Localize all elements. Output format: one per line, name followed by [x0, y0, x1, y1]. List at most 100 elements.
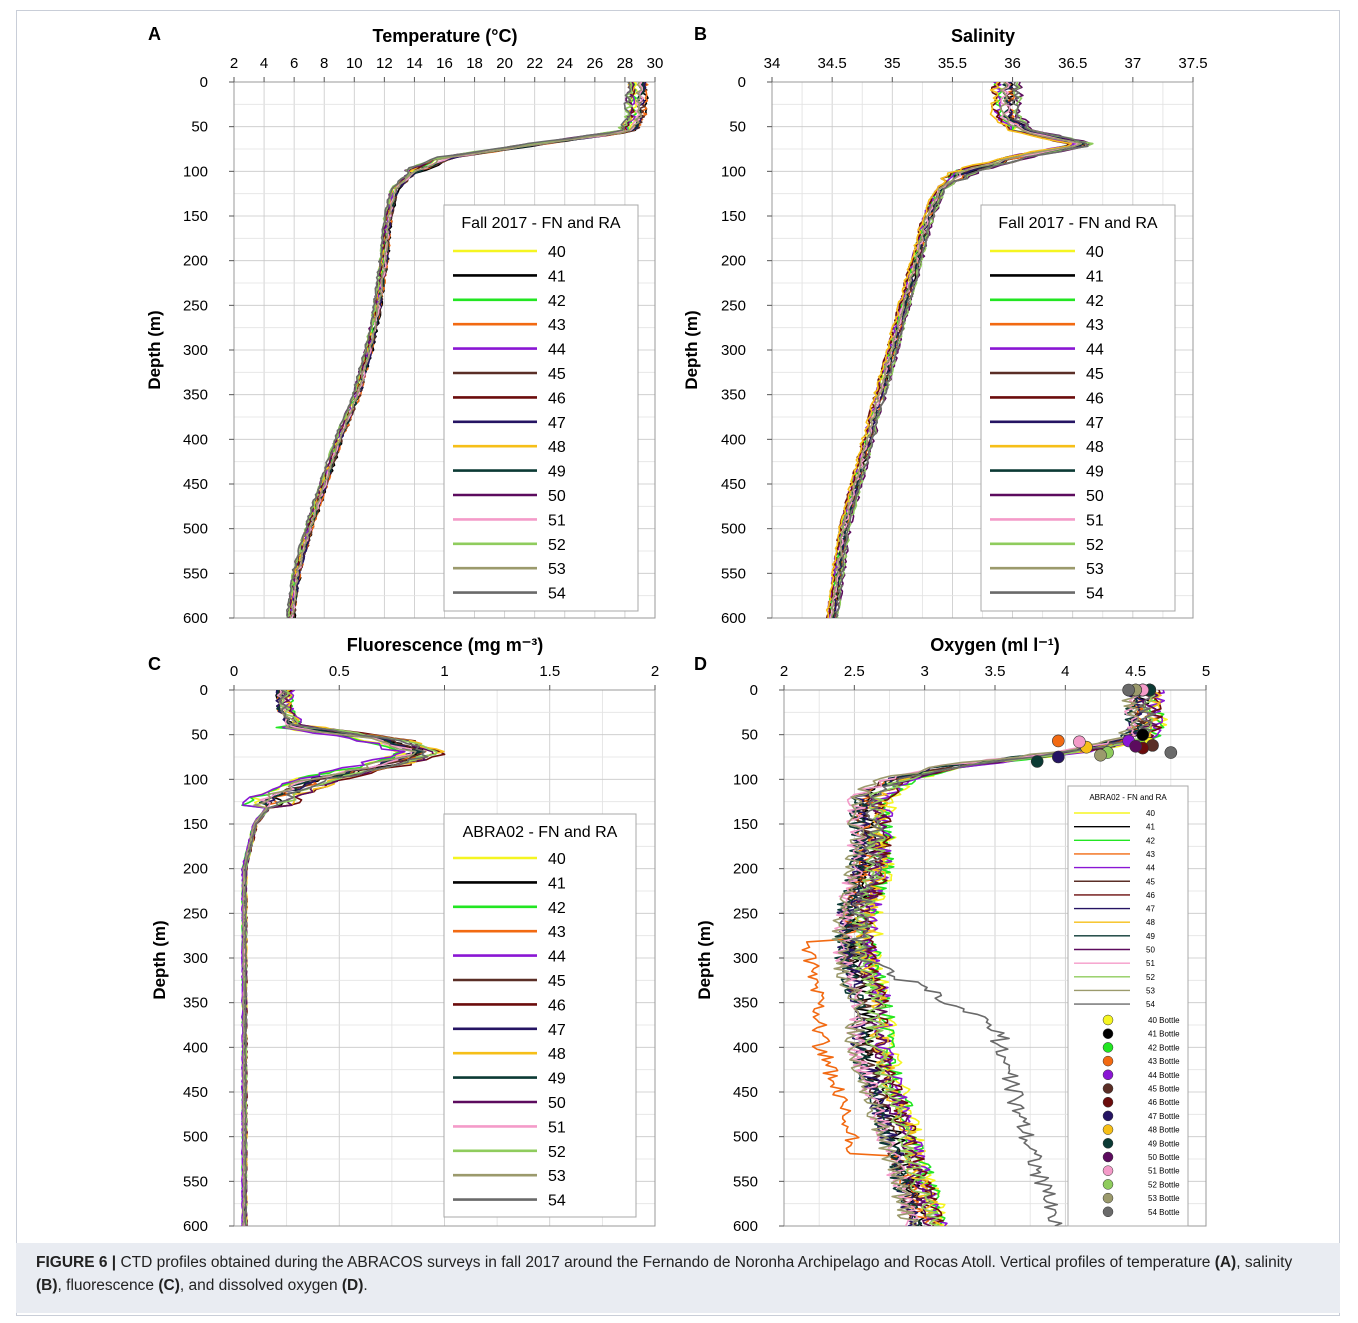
legend-label-46: 46	[1086, 390, 1104, 407]
y-tick-label: 600	[721, 610, 746, 627]
y-tick-label: 0	[200, 74, 208, 91]
legend-bottle-swatch-43	[1102, 1055, 1114, 1067]
legend-label-54: 54	[548, 586, 566, 603]
y-tick-label: 100	[183, 163, 208, 180]
figure-caption: FIGURE 6 | CTD profiles obtained during …	[16, 1243, 1340, 1313]
y-tick-label: 450	[733, 1084, 758, 1101]
axis-title-x: Temperature (°C)	[373, 26, 518, 46]
legend-label-53: 53	[548, 561, 566, 578]
bottle-marker-43	[1052, 734, 1065, 748]
y-tick-label: 550	[183, 1173, 208, 1190]
legend-label-45: 45	[1086, 366, 1104, 383]
axis-title-x: Oxygen (ml l⁻¹)	[930, 635, 1060, 655]
legend-label-47: 47	[1146, 905, 1155, 914]
x-tick-label: 30	[647, 55, 664, 72]
x-tick-label: 6	[290, 55, 298, 72]
axis-title-x: Fluorescence (mg m⁻³)	[347, 635, 544, 655]
x-tick-label: 0.5	[329, 663, 350, 680]
x-tick-label: 2	[651, 663, 659, 680]
x-tick-label: 37.5	[1178, 55, 1207, 72]
y-tick-label: 600	[183, 610, 208, 627]
legend-label-44: 44	[1146, 864, 1155, 873]
y-tick-label: 100	[721, 163, 746, 180]
x-tick-label: 20	[496, 55, 513, 72]
legend-label-40: 40	[548, 851, 566, 868]
legend-label-47: 47	[1086, 415, 1104, 432]
legend-bottle-label-45: 45 Bottle	[1148, 1085, 1180, 1094]
y-tick-label: 150	[183, 208, 208, 225]
legend-label-50: 50	[548, 488, 566, 505]
series-group	[285, 82, 649, 618]
y-tick-label: 100	[733, 771, 758, 788]
figure-canvas: 2 4 6 8 10 12 14 16 18 20 22 24 26 28 3005010015020025…	[145, 24, 1210, 1235]
legend-bottle-label-43: 43 Bottle	[1148, 1057, 1180, 1066]
series-line-53	[242, 690, 417, 1226]
x-tick-label: 37	[1125, 55, 1142, 72]
caption-label: FIGURE 6 |	[36, 1254, 117, 1271]
legend-label-45: 45	[548, 366, 566, 383]
y-tick-label: 300	[721, 342, 746, 359]
x-tick-label: 35.5	[938, 55, 967, 72]
legend-label-53: 53	[1086, 561, 1104, 578]
bottle-marker-49	[1030, 755, 1044, 768]
x-tick-label: 16	[436, 55, 453, 72]
series-group	[825, 82, 1094, 618]
legend-label-43: 43	[1146, 850, 1155, 859]
x-tick-label: 18	[466, 55, 483, 72]
legend: ABRA02 - FN and RA 40 41 42 43 44 45 46 47 48 49 50…	[443, 813, 637, 1218]
bottle-marker-54	[1122, 683, 1135, 697]
caption-text-4: , and dissolved oxygen	[179, 1277, 342, 1294]
legend-label-49: 49	[1146, 932, 1155, 941]
y-tick-label: 150	[183, 816, 208, 833]
y-tick-label: 350	[183, 995, 208, 1012]
y-tick-label: 0	[200, 682, 208, 699]
panel-letter: B	[694, 24, 707, 44]
legend-bottle-swatch-45	[1102, 1083, 1114, 1094]
axis-title-y: Depth (m)	[695, 920, 714, 999]
legend-bottle-label-52: 52 Bottle	[1148, 1180, 1180, 1189]
y-tick-label: 550	[721, 565, 746, 582]
legend-label-42: 42	[1086, 293, 1104, 310]
x-tick-label: 34	[764, 55, 781, 72]
x-tick-label: 10	[346, 55, 363, 72]
x-tick-label: 2	[230, 55, 238, 72]
legend-bottle-label-41: 41 Bottle	[1148, 1030, 1180, 1039]
legend-label-51: 51	[548, 1119, 566, 1136]
y-tick-label: 500	[721, 521, 746, 538]
axis-title-y: Depth (m)	[145, 310, 164, 389]
legend-bottle-label-44: 44 Bottle	[1148, 1071, 1180, 1080]
caption-text-1: CTD profiles obtained during the ABRACOS…	[116, 1254, 1215, 1271]
legend-label-48: 48	[548, 1046, 566, 1063]
legend-bottle-label-50: 50 Bottle	[1148, 1153, 1180, 1162]
legend-label-48: 48	[548, 439, 566, 456]
legend-box	[443, 204, 639, 612]
legend-bottle-swatch-42	[1102, 1042, 1114, 1053]
x-tick-label: 22	[526, 55, 543, 72]
bottle-marker-47	[1052, 750, 1065, 764]
y-tick-label: 600	[733, 1218, 758, 1235]
legend-bottle-label-51: 51 Bottle	[1148, 1167, 1180, 1176]
panel-letter: C	[148, 654, 161, 674]
bottle-marker-41	[1136, 728, 1149, 741]
y-tick-label: 350	[733, 995, 758, 1012]
legend-label-41: 41	[1146, 823, 1155, 832]
legend-bottle-label-49: 49 Bottle	[1148, 1139, 1180, 1148]
y-tick-label: 250	[733, 905, 758, 922]
panel-letter: D	[694, 654, 707, 674]
x-tick-label: 12	[376, 55, 393, 72]
x-tick-label: 35	[884, 55, 901, 72]
x-tick-label: 28	[617, 55, 634, 72]
x-tick-label: 2	[780, 663, 788, 680]
legend-label-49: 49	[548, 1071, 566, 1088]
legend-title: Fall 2017 - FN and RA	[461, 215, 621, 232]
legend-bottle-label-54: 54 Bottle	[1148, 1208, 1180, 1217]
legend-label-51: 51	[1146, 959, 1155, 968]
y-tick-label: 200	[183, 861, 208, 878]
legend-label-46: 46	[1146, 891, 1155, 900]
y-tick-label: 100	[183, 771, 208, 788]
y-tick-label: 0	[738, 74, 746, 91]
y-tick-label: 500	[733, 1129, 758, 1146]
legend-label-47: 47	[548, 415, 566, 432]
legend-label-50: 50	[1086, 488, 1104, 505]
legend-bottle-swatch-53	[1102, 1192, 1114, 1204]
